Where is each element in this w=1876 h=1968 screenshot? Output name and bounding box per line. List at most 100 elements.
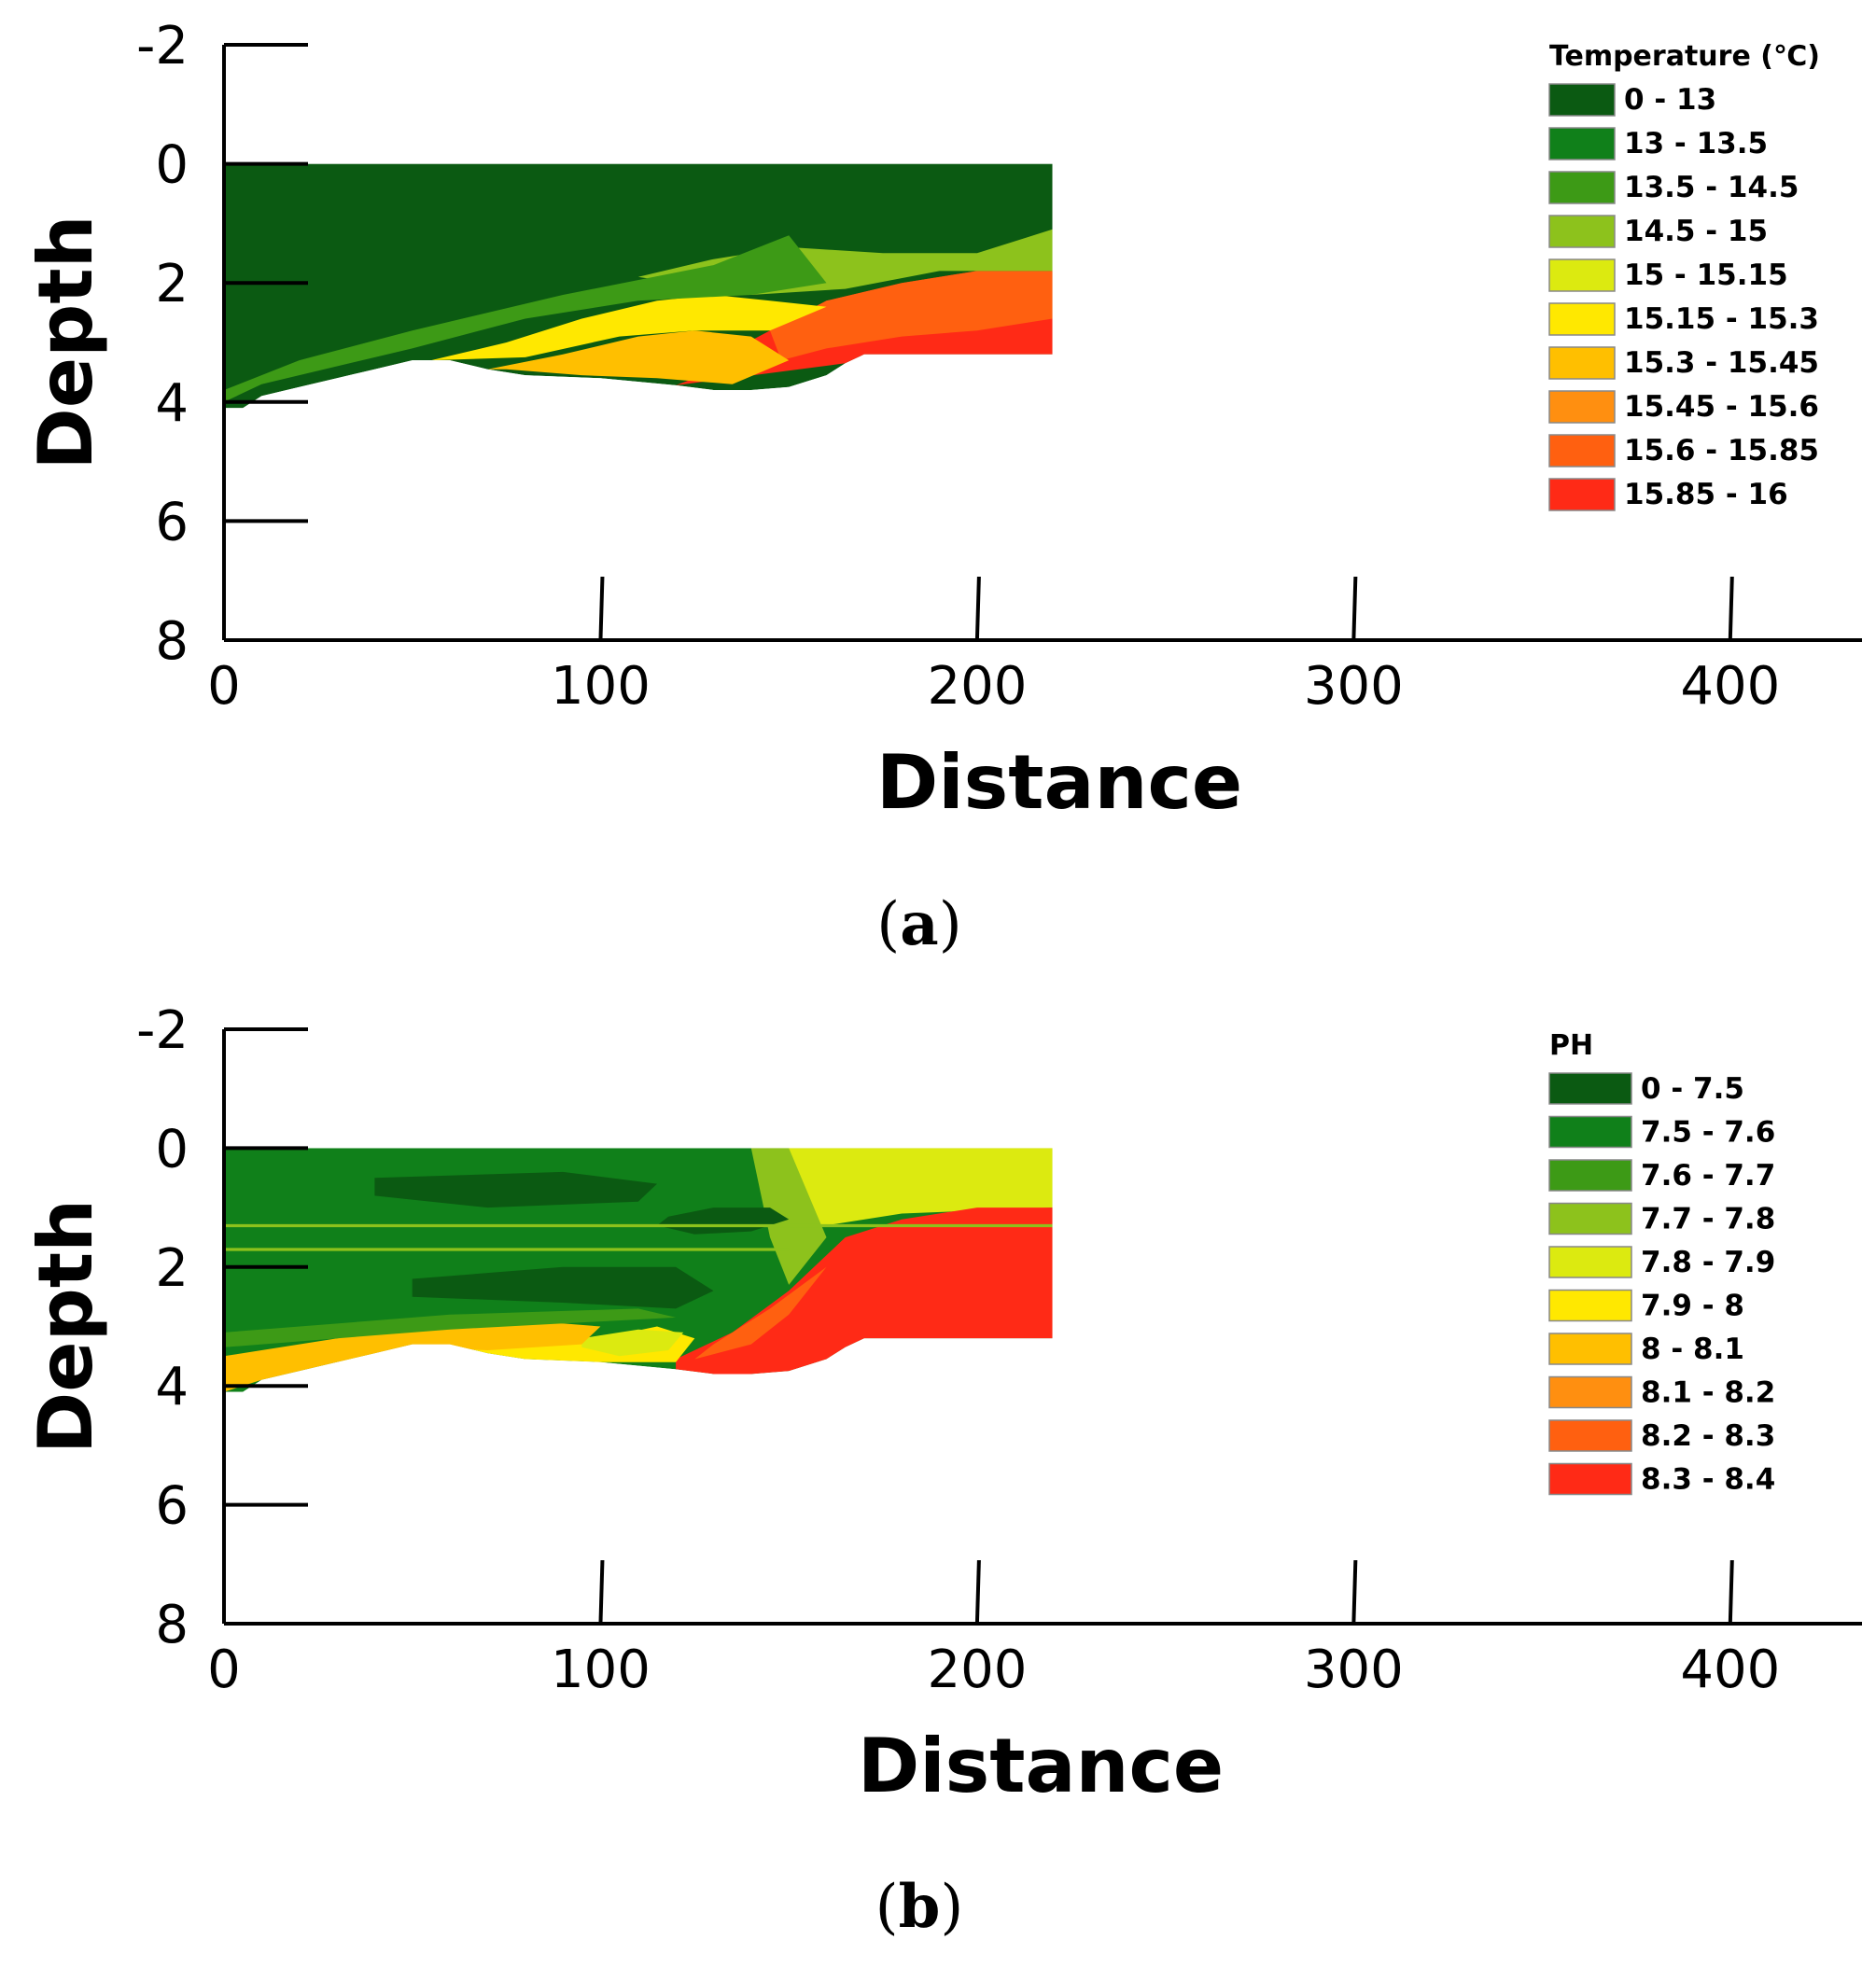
x-tick xyxy=(1728,1559,1734,1625)
legend-entry: 15 - 15.15 xyxy=(1548,258,1788,292)
legend-swatch xyxy=(1548,478,1616,511)
panel-caption: (a) xyxy=(876,889,961,959)
legend-label: 8.1 - 8.2 xyxy=(1641,1376,1775,1410)
y-tick-label: -2 xyxy=(136,16,189,77)
legend-swatch xyxy=(1548,302,1616,336)
legend-entry: 15.3 - 15.45 xyxy=(1548,346,1819,380)
legend-label: 7.9 - 8 xyxy=(1641,1290,1744,1323)
heatmap-zone xyxy=(430,295,827,361)
legend-label: 7.7 - 7.8 xyxy=(1641,1203,1775,1236)
heatmap-zone xyxy=(581,1329,684,1357)
heatmap-field xyxy=(224,1148,1053,1392)
y-tick-label: 8 xyxy=(155,1595,189,1655)
y-axis-title: Depth xyxy=(22,1199,109,1454)
y-axis-title: Depth xyxy=(22,215,109,469)
legend-entry: 13 - 13.5 xyxy=(1548,127,1768,161)
y-tick-label: 6 xyxy=(155,1476,189,1537)
legend-swatch xyxy=(1548,171,1616,204)
legend-title: PH xyxy=(1549,1029,1593,1062)
legend-label: 15 - 15.15 xyxy=(1624,258,1788,292)
y-tick-label: 8 xyxy=(155,611,189,672)
legend: PH 0 - 7.5 7.5 - 7.6 7.6 - 7.7 7.7 - 7.8 7.8 … xyxy=(1548,1029,1775,1497)
x-tick-label: 200 xyxy=(927,656,1027,717)
x-tick xyxy=(1351,1559,1358,1625)
legend-label: 15.45 - 15.6 xyxy=(1624,390,1819,424)
legend-swatch xyxy=(1548,215,1616,248)
legend-entry: 8.3 - 8.4 xyxy=(1548,1463,1775,1497)
x-tick-label: 0 xyxy=(207,1640,241,1700)
heatmap-zone xyxy=(374,1171,657,1208)
legend-entry: 7.8 - 7.9 xyxy=(1548,1246,1775,1279)
legend-swatch xyxy=(1548,1375,1632,1409)
x-tick xyxy=(1728,576,1734,641)
x-tick-label: 300 xyxy=(1304,656,1404,717)
heatmap-zone xyxy=(770,271,1053,361)
legend-label: 8.2 - 8.3 xyxy=(1641,1419,1775,1453)
heatmap-zone xyxy=(224,235,827,402)
y-tick-label: 4 xyxy=(155,373,189,434)
legend-swatch xyxy=(1548,258,1616,292)
heatmap-zone xyxy=(694,1266,827,1360)
x-tick xyxy=(974,1559,981,1625)
legend: Temperature (℃) 0 - 13 13 - 13.5 13.5 - 14.… xyxy=(1548,40,1820,511)
heatmap-zone xyxy=(224,1248,790,1251)
legend-swatch xyxy=(1548,434,1616,468)
y-tick-label: 0 xyxy=(155,135,189,196)
panel-caption-letter: a xyxy=(900,889,938,959)
panel-caption-letter: b xyxy=(899,1872,941,1942)
legend-swatch xyxy=(1548,1289,1632,1322)
heatmap-zone xyxy=(657,1207,790,1235)
legend-label: 13.5 - 14.5 xyxy=(1624,171,1799,204)
legend-entry: 7.7 - 7.8 xyxy=(1548,1202,1775,1236)
x-tick-label: 300 xyxy=(1304,1640,1404,1700)
x-tick-label: 400 xyxy=(1680,1640,1780,1700)
x-axis-title: Distance xyxy=(858,1723,1224,1809)
heatmap-zone xyxy=(487,330,790,384)
y-tick-label: 2 xyxy=(155,1238,189,1299)
legend-entry: 0 - 13 xyxy=(1548,83,1716,117)
legend-swatch xyxy=(1548,83,1616,117)
legend-entry: 15.45 - 15.6 xyxy=(1548,390,1819,424)
legend-entry: 14.5 - 15 xyxy=(1548,215,1768,248)
legend-entry: 8.1 - 8.2 xyxy=(1548,1375,1775,1410)
y-tick-label: 4 xyxy=(155,1357,189,1417)
x-tick-label: 200 xyxy=(927,1640,1027,1700)
heatmap-zone xyxy=(224,1308,677,1347)
legend-label: 14.5 - 15 xyxy=(1624,215,1768,248)
legend-label: 15.3 - 15.45 xyxy=(1624,346,1819,380)
legend-label: 8 - 8.1 xyxy=(1641,1333,1744,1366)
legend-title: Temperature (℃) xyxy=(1549,40,1820,73)
legend-label: 7.8 - 7.9 xyxy=(1641,1246,1775,1279)
legend-label: 8.3 - 8.4 xyxy=(1641,1463,1775,1497)
legend-swatch xyxy=(1548,1202,1632,1235)
panel-caption: (b) xyxy=(875,1872,964,1942)
x-tick xyxy=(974,576,981,641)
heatmap-zone xyxy=(676,1207,1053,1375)
legend-swatch xyxy=(1548,1333,1632,1365)
legend-swatch xyxy=(1548,1115,1632,1149)
legend-entry: 7.5 - 7.6 xyxy=(1548,1115,1775,1150)
legend-entry: 15.6 - 15.85 xyxy=(1548,434,1819,468)
legend-swatch xyxy=(1548,1072,1632,1105)
x-tick xyxy=(598,1559,605,1625)
legend-label: 7.5 - 7.6 xyxy=(1641,1116,1775,1150)
legend-swatch xyxy=(1548,127,1616,161)
heatmap-field xyxy=(224,163,1053,409)
legend-label: 7.6 - 7.7 xyxy=(1641,1159,1775,1193)
heatmap-zone xyxy=(412,1266,714,1309)
legend-label: 15.15 - 15.3 xyxy=(1624,302,1819,336)
legend-swatch xyxy=(1548,346,1616,380)
legend-swatch xyxy=(1548,1246,1632,1278)
x-axis-title: Distance xyxy=(876,739,1242,826)
legend-swatch xyxy=(1548,1419,1632,1452)
y-tick-label: 2 xyxy=(155,254,189,314)
heatmap-zone xyxy=(224,1223,1053,1228)
x-tick xyxy=(1351,576,1358,641)
legend-label: 15.6 - 15.85 xyxy=(1624,434,1819,468)
legend-label: 0 - 13 xyxy=(1624,83,1716,117)
legend-entry: 15.15 - 15.3 xyxy=(1548,302,1819,336)
y-tick-label: -2 xyxy=(136,1000,189,1061)
